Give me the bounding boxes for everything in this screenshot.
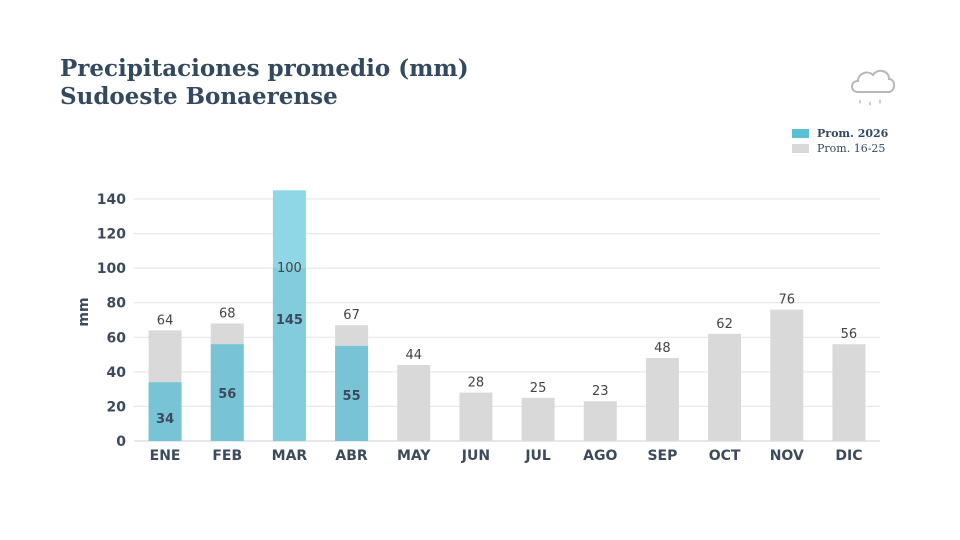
data-label-historical: 64 — [157, 313, 174, 328]
bar-historical-ago — [583, 401, 617, 441]
x-tick-label: NOV — [770, 448, 804, 464]
x-tick-label: OCT — [709, 448, 741, 464]
bar-historical-jul — [521, 397, 555, 441]
x-tick-label: SEP — [647, 448, 677, 464]
data-label-historical: 68 — [219, 306, 236, 321]
chart-legend: Prom. 2026 Prom. 16-25 — [792, 126, 888, 156]
data-label-historical: 44 — [405, 348, 422, 363]
y-tick-label: 140 — [97, 192, 126, 208]
bar-historical-dic — [832, 344, 866, 441]
bar-current-ene — [148, 382, 182, 441]
y-tick-label: 20 — [107, 399, 127, 415]
bar-current-base-mar — [272, 268, 306, 441]
y-tick-label: 60 — [107, 330, 127, 346]
y-tick-label: 40 — [107, 365, 127, 381]
title-line-2: Sudoeste Bonaerense — [60, 83, 338, 110]
legend-item-current: Prom. 2026 — [792, 126, 888, 141]
data-label-historical: 76 — [778, 293, 795, 308]
y-tick-label: 100 — [97, 261, 126, 277]
bar-historical-jun — [459, 392, 493, 441]
data-label-historical: 62 — [716, 317, 733, 332]
x-tick-label: JUL — [524, 448, 551, 464]
data-label-historical: 23 — [592, 384, 609, 399]
data-label-current: 34 — [156, 412, 174, 427]
x-tick-label: MAR — [272, 448, 308, 464]
data-label-historical: 48 — [654, 341, 671, 356]
legend-swatch-historical — [792, 144, 809, 153]
y-tick-label: 80 — [107, 296, 127, 312]
data-label-historical: 100 — [277, 261, 302, 276]
data-label-historical: 25 — [530, 381, 547, 396]
data-label-current: 56 — [218, 387, 236, 402]
bar-current-abr — [335, 345, 369, 441]
legend-label-current: Prom. 2026 — [817, 127, 889, 140]
legend-swatch-current — [792, 129, 809, 138]
x-tick-label: DIC — [835, 448, 862, 464]
rain-cloud-icon — [851, 69, 896, 106]
legend-item-historical: Prom. 16-25 — [792, 141, 888, 156]
bar-historical-oct — [708, 333, 742, 441]
data-label-current: 145 — [276, 313, 303, 328]
title-line-1: Precipitaciones promedio (mm) — [60, 55, 469, 82]
x-tick-label: JUN — [461, 448, 490, 464]
bar-historical-sep — [645, 358, 679, 441]
bar-historical-nov — [770, 309, 804, 441]
x-tick-label: ABR — [335, 448, 368, 464]
y-tick-label: 0 — [116, 434, 126, 450]
x-tick-label: ENE — [150, 448, 181, 464]
y-tick-label: 120 — [97, 227, 126, 243]
y-axis-label: mm — [76, 297, 92, 326]
data-label-historical: 56 — [841, 327, 858, 342]
chart-title: Precipitaciones promedio (mm) Sudoeste B… — [60, 55, 469, 111]
x-tick-label: FEB — [212, 448, 242, 464]
bar-historical-may — [397, 364, 431, 441]
data-label-historical: 67 — [343, 308, 360, 323]
data-label-historical: 28 — [468, 376, 485, 391]
legend-label-historical: Prom. 16-25 — [817, 142, 886, 155]
x-tick-label: AGO — [583, 448, 617, 464]
x-tick-label: MAY — [397, 448, 431, 464]
data-label-current: 55 — [343, 389, 361, 404]
bar-current-feb — [210, 344, 244, 441]
